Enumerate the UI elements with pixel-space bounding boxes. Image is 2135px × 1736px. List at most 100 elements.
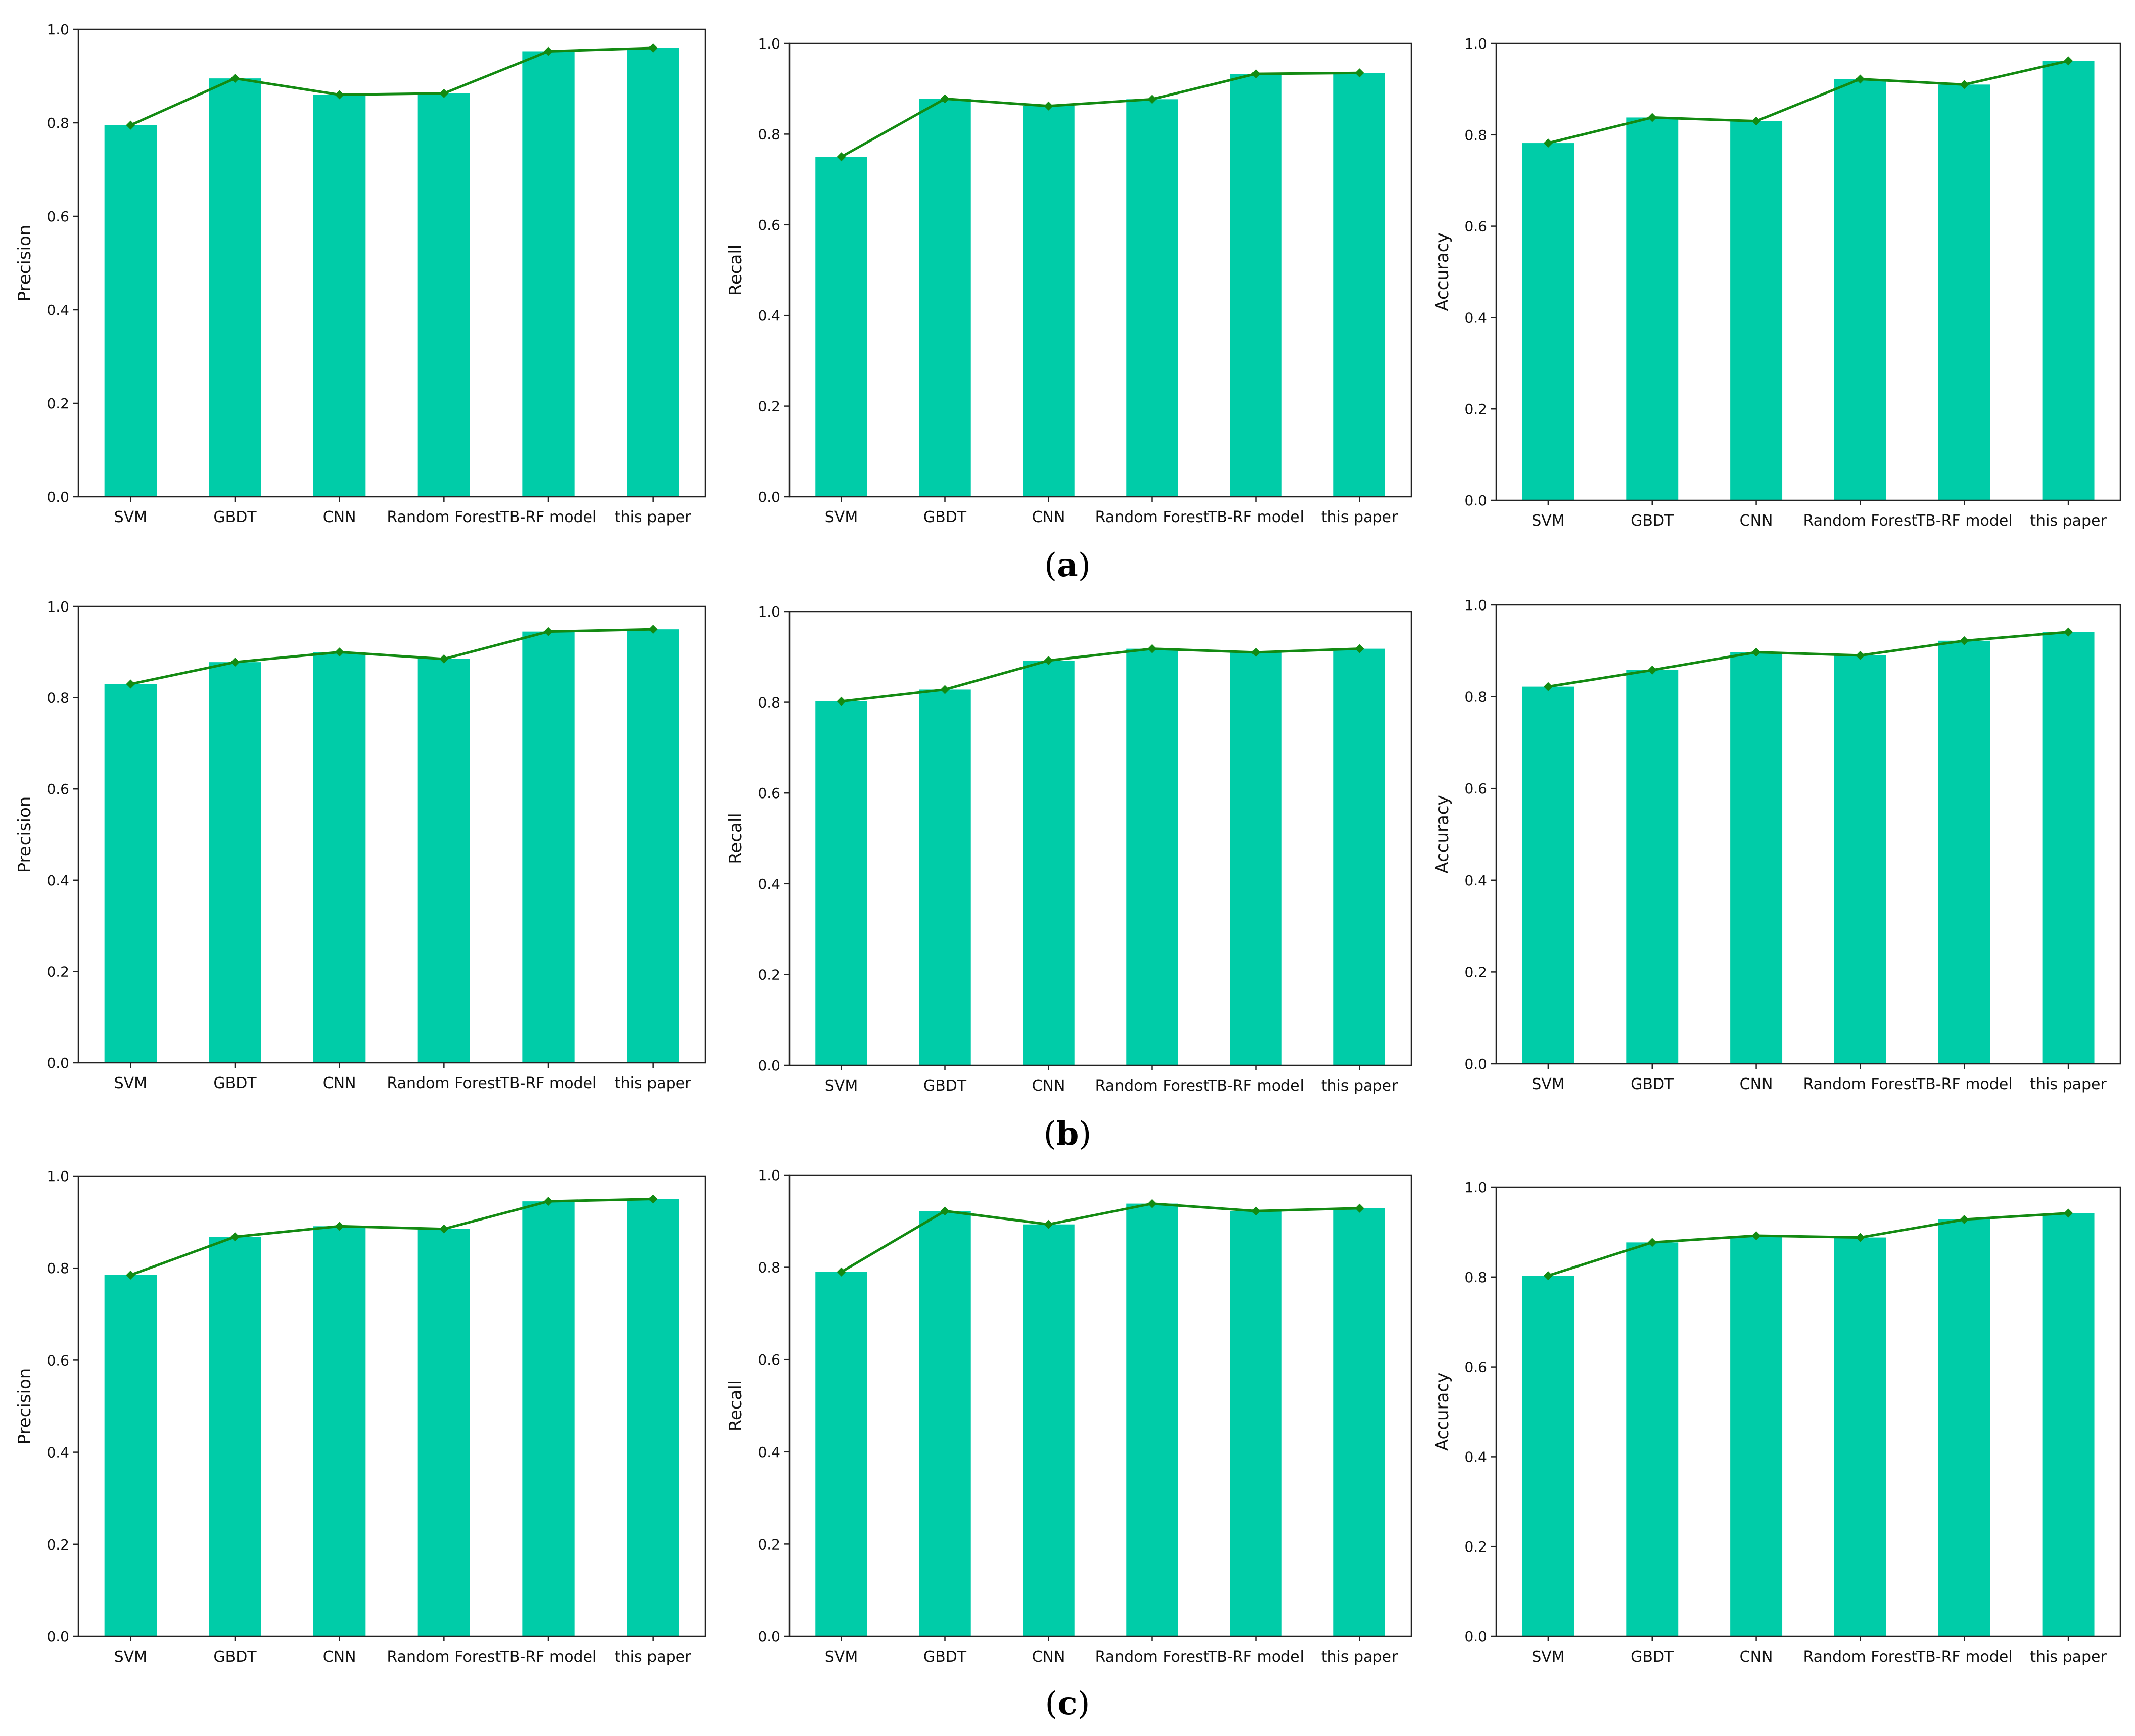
bar (1230, 652, 1282, 1065)
y-tick-label: 0.4 (47, 302, 69, 318)
y-tick-label: 0.2 (758, 1536, 780, 1553)
bar (104, 1275, 157, 1636)
y-tick-label: 0.0 (758, 1057, 780, 1074)
series-line (1548, 59, 2069, 145)
line-marker (1251, 69, 1261, 79)
bar (1023, 660, 1075, 1065)
x-tick-label: TB-RF model (500, 1074, 597, 1092)
x-tick-label: CNN (1032, 1077, 1065, 1095)
y-tick-label: 0.2 (1464, 1538, 1487, 1555)
y-tick-label: 0.2 (47, 1536, 69, 1553)
x-tick-label: GBDT (923, 508, 967, 526)
y-tick-label: 0.4 (47, 872, 69, 889)
y-axis-label: Precision (15, 796, 35, 873)
plot-frame (77, 605, 706, 1064)
y-tick-label: 1.0 (758, 603, 780, 620)
chart-a-precision: 0.0 0.2 0.4 0.6 0.8 1.0 SVM GBDT CNN Random Fores… (15, 21, 706, 526)
plot-frame (77, 28, 706, 498)
y-tick-label: 1.0 (758, 1167, 780, 1184)
bar (1834, 79, 1886, 501)
bar (1126, 99, 1178, 497)
chart-a-accuracy: 0.0 0.2 0.4 0.6 0.8 1.0 SVM GBDT CNN Random Fores… (1432, 35, 2121, 530)
line-marker (2064, 627, 2073, 637)
bar (627, 48, 679, 497)
x-tick-label: SVM (825, 1077, 858, 1095)
x-tick-label: this paper (1321, 1077, 1398, 1095)
line-marker (1044, 655, 1053, 665)
line-marker (940, 685, 950, 694)
bar (919, 99, 971, 497)
y-tick-label: 0.8 (1464, 689, 1487, 706)
x-tick-label: TB-RF model (1916, 1075, 2013, 1093)
y-axis-label: Recall (726, 245, 746, 296)
plot-frame (788, 611, 1412, 1066)
y-tick-label: 0.8 (1464, 1269, 1487, 1286)
x-tick-label: Random Forest (387, 508, 501, 526)
x-tick-label: CNN (323, 508, 356, 526)
line-marker (1147, 1199, 1157, 1208)
x-tick-label: TB-RF model (500, 508, 597, 526)
y-tick-label: 0.6 (758, 785, 780, 802)
line-marker (837, 1267, 846, 1277)
bar (2042, 1213, 2095, 1636)
x-tick-label: SVM (1531, 1648, 1564, 1666)
line-marker (1044, 101, 1053, 111)
bar (919, 689, 971, 1065)
bar (313, 1226, 366, 1636)
y-tick-label: 0.4 (758, 1444, 780, 1461)
bar (1626, 117, 1679, 500)
bar (417, 1229, 470, 1636)
line-marker (1751, 1231, 1761, 1241)
caption-c-letter: c (1058, 1684, 1078, 1722)
bar (1834, 1237, 1886, 1636)
x-tick-label: Random Forest (387, 1074, 501, 1092)
y-tick-label: 1.0 (47, 598, 69, 615)
series-line (130, 46, 653, 126)
y-tick-label: 0.8 (758, 126, 780, 143)
series-line (1548, 631, 2069, 688)
x-tick-label: this paper (615, 1074, 691, 1092)
x-tick-label: Random Forest (387, 1648, 501, 1666)
x-tick-label: this paper (615, 1648, 691, 1666)
line-marker (1960, 1215, 1969, 1225)
line-marker (648, 625, 658, 634)
line-marker (648, 43, 658, 53)
series-line (130, 1198, 653, 1277)
caption-b: (b) (1044, 1115, 1092, 1153)
bar (1023, 106, 1075, 497)
line-marker (1543, 1271, 1553, 1281)
line-marker (940, 1206, 950, 1216)
line-marker (1855, 74, 1865, 84)
y-tick-label: 0.6 (47, 1352, 69, 1369)
x-tick-label: TB-RF model (1207, 1077, 1304, 1095)
x-tick-label: SVM (825, 508, 858, 526)
bar (313, 652, 366, 1063)
y-tick-label: 0.4 (758, 876, 780, 893)
line-marker (1751, 116, 1761, 126)
bar (1834, 655, 1886, 1064)
bar (417, 93, 470, 497)
x-tick-label: SVM (114, 1074, 147, 1092)
y-tick-label: 0.4 (1464, 872, 1487, 889)
caption-b-letter: b (1056, 1115, 1079, 1153)
bar (1230, 1211, 1282, 1636)
y-tick-label: 0.8 (758, 694, 780, 711)
line-marker (1044, 1219, 1053, 1229)
bar (2042, 61, 2095, 501)
bar (1626, 670, 1679, 1064)
x-tick-label: GBDT (213, 1074, 257, 1092)
line-marker (1855, 1233, 1865, 1242)
line-marker (544, 627, 553, 636)
y-tick-label: 0.6 (758, 1351, 780, 1368)
line-marker (1960, 80, 1969, 89)
line-marker (940, 94, 950, 104)
y-axis-label: Recall (726, 1380, 746, 1431)
x-tick-label: CNN (1032, 1648, 1065, 1666)
bar (522, 1201, 575, 1636)
y-tick-label: 0.8 (1464, 127, 1487, 144)
chart-b-precision: 0.0 0.2 0.4 0.6 0.8 1.0 SVM GBDT CNN Random Fores… (15, 598, 706, 1092)
bar (104, 125, 157, 497)
line-marker (648, 1194, 658, 1204)
bar (1333, 648, 1385, 1065)
x-tick-label: this paper (1321, 508, 1398, 526)
